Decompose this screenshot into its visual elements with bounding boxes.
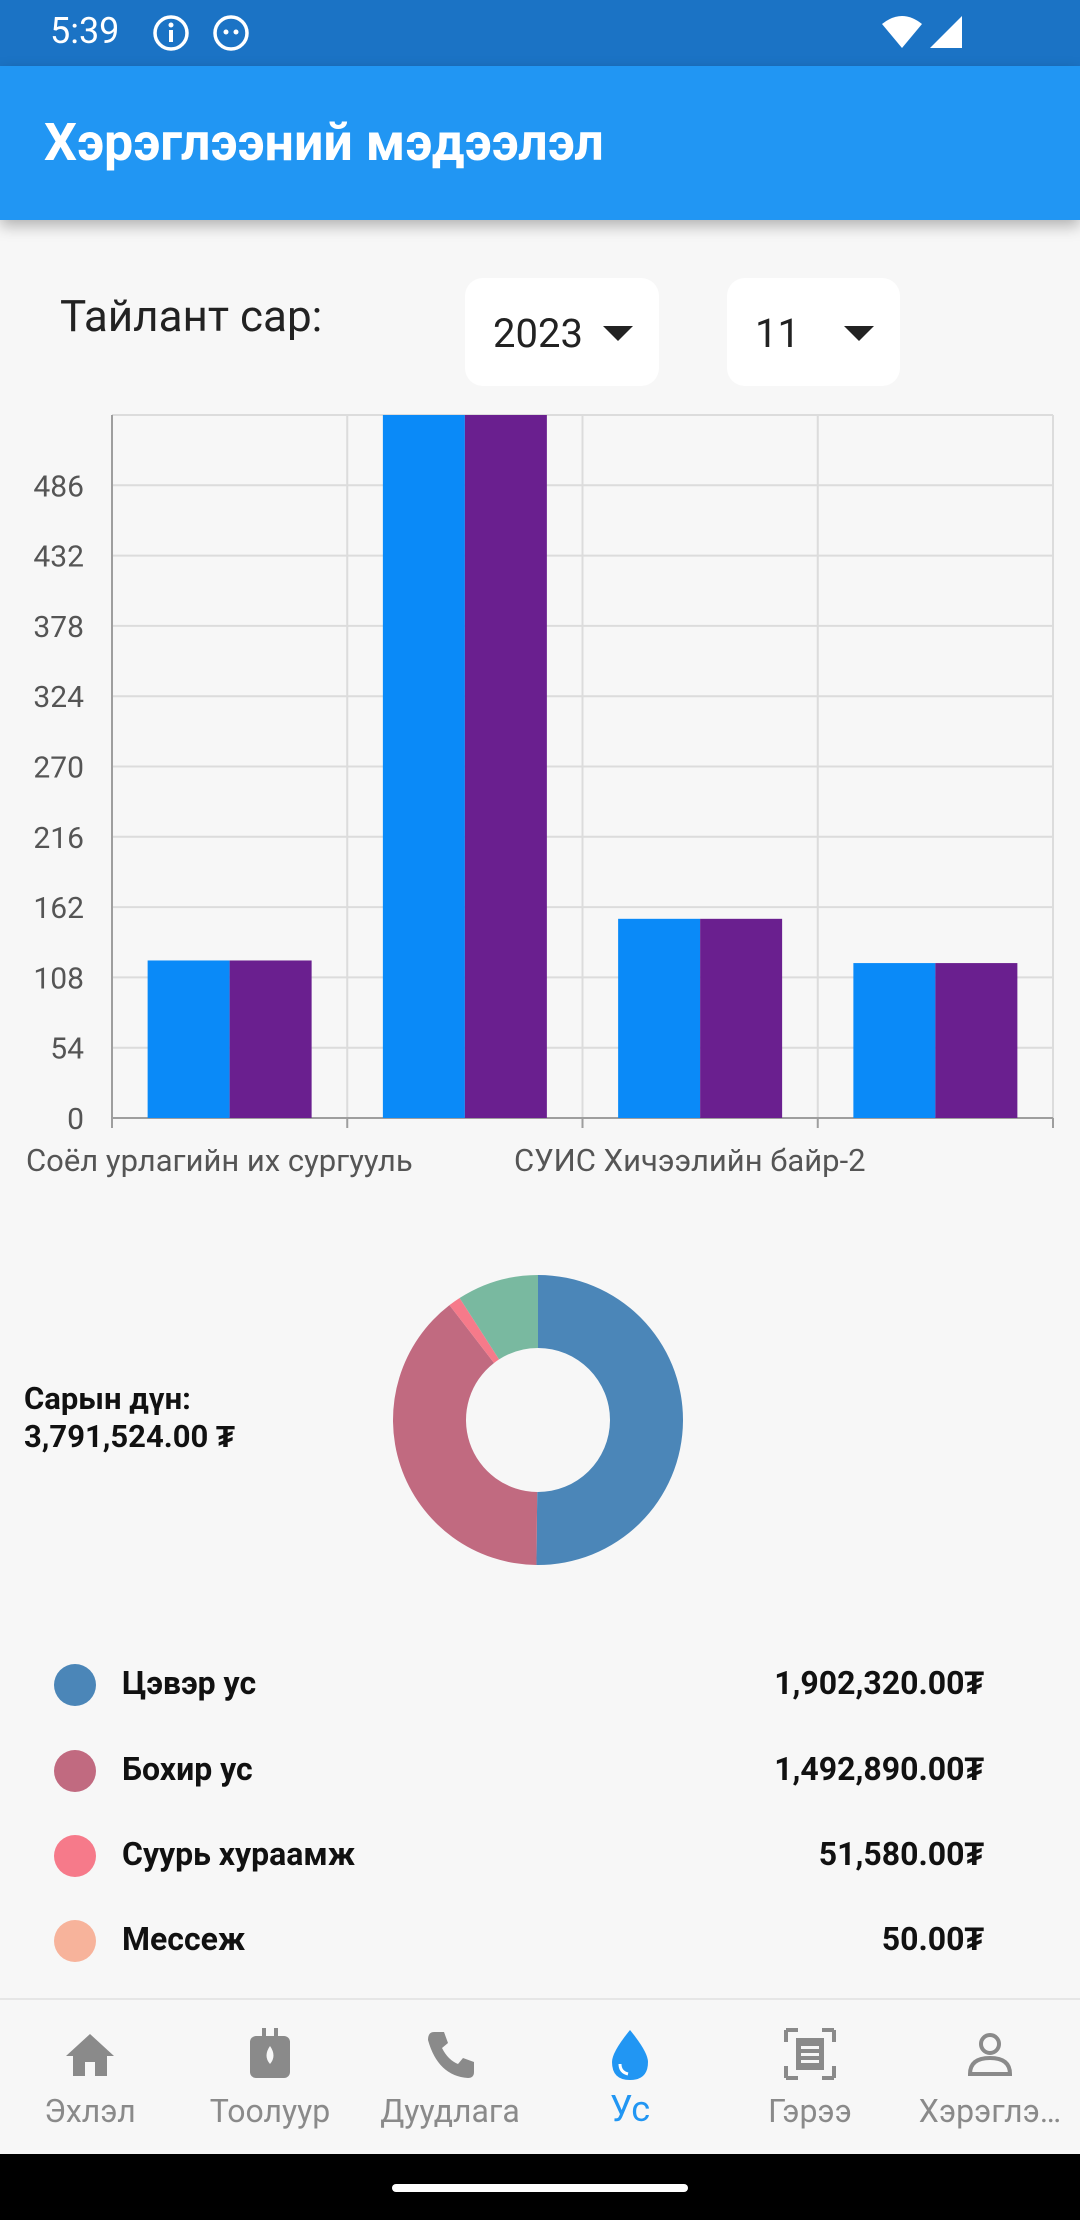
page-title: Хэрэглээний мэдээлэл: [44, 112, 604, 173]
nav-meter[interactable]: Тоолуур: [180, 2000, 360, 2156]
nav-label: Гэрээ: [768, 2092, 852, 2130]
donut-slice: [536, 1275, 684, 1565]
bar: [853, 963, 936, 1118]
monthly-total: Сарын дүн: 3,791,524.00 ₮: [24, 1380, 235, 1456]
bar: [618, 918, 701, 1118]
bar: [464, 415, 547, 1118]
chevron-down-icon: [844, 326, 874, 341]
year-dropdown[interactable]: 2023: [465, 278, 659, 386]
y-tick-label: 432: [33, 540, 84, 575]
legend-label: Бохир ус: [122, 1750, 253, 1788]
legend-amount: 1,902,320.00₮: [774, 1664, 984, 1702]
bar-category-label: Соёл урлагийн их сургууль: [26, 1142, 413, 1179]
meter-icon: [250, 2028, 290, 2078]
nav-contract[interactable]: Гэрээ: [720, 2000, 900, 2156]
breakdown-donut-chart: [393, 1275, 684, 1565]
bar: [229, 960, 312, 1118]
nav-user[interactable]: Хэрэглэ…: [900, 2000, 1080, 2156]
water-drop-icon: [612, 2030, 648, 2080]
legend-item: Цэвэр ус 1,902,320.00₮: [54, 1660, 984, 1710]
phone-icon: [428, 2032, 474, 2078]
usage-bar-chart: 0 54 108 162 216 270 324 378 432 486: [33, 414, 1054, 1137]
status-bar: 5:39: [0, 0, 1080, 66]
legend-label: Суурь хураамж: [122, 1835, 356, 1873]
y-tick-label: 108: [33, 961, 84, 996]
legend-amount: 50.00₮: [881, 1920, 984, 1958]
legend-amount: 1,492,890.00₮: [774, 1750, 984, 1788]
legend-color-dot: [54, 1664, 96, 1706]
nav-label: Ус: [609, 2088, 651, 2130]
chevron-down-icon: [603, 326, 633, 341]
report-month-label: Тайлант сар:: [60, 290, 323, 342]
monthly-total-value: 3,791,524.00 ₮: [24, 1418, 235, 1455]
y-tick-label: 216: [33, 821, 84, 856]
legend-item: Мессеж 50.00₮: [54, 1916, 984, 1966]
legend-color-dot: [54, 1835, 96, 1877]
nav-label: Дуудлага: [380, 2092, 520, 2130]
notification-app-icon: [213, 15, 249, 51]
bar: [935, 963, 1018, 1118]
legend-label: Мессеж: [122, 1920, 246, 1958]
info-icon: [153, 15, 189, 51]
legend-amount: 51,580.00₮: [818, 1835, 984, 1873]
wifi-icon: [882, 16, 922, 48]
nav-home[interactable]: Эхлэл: [0, 2000, 180, 2156]
home-icon: [66, 2034, 114, 2076]
bottom-navigation: Эхлэл Тоолуур Дуудлага Ус Гэрээ: [0, 1998, 1080, 2156]
legend-label: Цэвэр ус: [122, 1664, 257, 1702]
month-dropdown[interactable]: 11: [727, 278, 900, 386]
y-tick-label: 270: [33, 751, 84, 786]
nav-label: Эхлэл: [44, 2092, 136, 2130]
y-tick-label: 324: [33, 680, 84, 715]
home-gesture-handle[interactable]: [392, 2184, 688, 2192]
year-value: 2023: [493, 310, 583, 357]
donut-slice: [459, 1275, 538, 1360]
contract-icon: [784, 2028, 836, 2080]
bar: [382, 415, 465, 1118]
signal-icon: [930, 16, 962, 48]
legend-item: Бохир ус 1,492,890.00₮: [54, 1746, 984, 1796]
status-time: 5:39: [50, 10, 120, 52]
nav-label: Хэрэглэ…: [918, 2092, 1062, 2130]
y-tick-label: 486: [33, 469, 84, 504]
donut-slice: [459, 1298, 500, 1360]
nav-water[interactable]: Ус: [540, 2000, 720, 2156]
nav-label: Тоолуур: [209, 2092, 331, 2130]
y-tick-label: 378: [33, 610, 84, 645]
app-bar: Хэрэглээний мэдээлэл: [0, 66, 1080, 220]
legend-color-dot: [54, 1750, 96, 1792]
y-tick-label: 0: [67, 1102, 84, 1137]
user-icon: [967, 2033, 1013, 2076]
donut-slice: [449, 1298, 500, 1363]
monthly-total-label: Сарын дүн:: [24, 1380, 191, 1417]
donut-slice: [393, 1305, 538, 1565]
bar: [700, 918, 783, 1118]
month-value: 11: [755, 310, 800, 357]
legend-item: Суурь хураамж 51,580.00₮: [54, 1831, 984, 1881]
system-navigation-bar: [0, 2154, 1080, 2220]
bar: [147, 960, 230, 1118]
y-tick-label: 162: [33, 891, 84, 926]
legend-color-dot: [54, 1920, 96, 1962]
y-tick-label: 54: [50, 1032, 84, 1067]
nav-calls[interactable]: Дуудлага: [360, 2000, 540, 2156]
bar-category-label: СУИС Хичээлийн байр-2: [514, 1142, 866, 1179]
